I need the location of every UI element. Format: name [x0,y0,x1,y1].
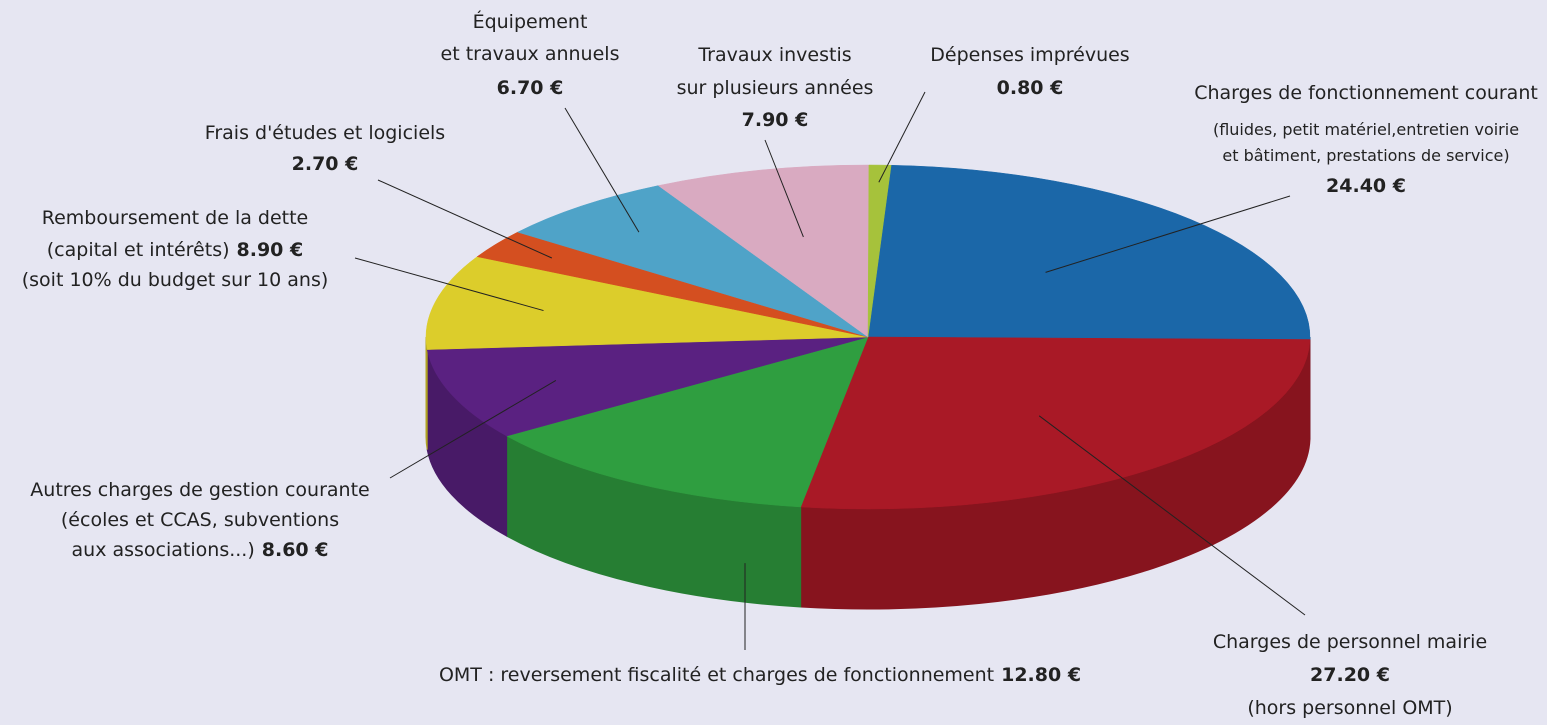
slice-label: Frais d'études et logiciels [205,122,445,144]
slice-label: Équipement [473,10,588,33]
slice [426,336,869,437]
leader-line [389,380,557,479]
slice-label: aux associations...) 8.60 € [72,539,329,561]
value-label: 8.60 € [262,539,329,561]
label-text: et bâtiment, prestations de service) [1222,146,1509,165]
label-text: (soit 10% du budget sur 10 ans) [22,269,329,291]
label-text: (écoles et CCAS, subventions [61,509,339,531]
slice-label: 6.70 € [497,77,564,99]
slice-label: 27.20 € [1310,664,1390,686]
leader-line [564,107,640,233]
leader-line [878,91,926,183]
slice-label: Charges de fonctionnement courant [1194,82,1538,104]
value-label: 6.70 € [497,77,564,99]
slice [800,336,1311,510]
slice-label: Dépenses imprévues [930,44,1129,66]
label-text: Charges de fonctionnement courant [1194,82,1538,104]
value-label: 0.80 € [997,77,1064,99]
slice-side [425,336,428,450]
slice-label: sur plusieurs années [677,77,874,99]
label-text: (fluides, petit matériel,entretien voiri… [1213,120,1519,139]
slice [516,185,869,338]
slice-label: (fluides, petit matériel,entretien voiri… [1213,120,1519,139]
slice-label: 0.80 € [997,77,1064,99]
slice [657,164,870,338]
label-text: Travaux investis [697,44,851,66]
leader-line [354,257,544,312]
value-label: 24.40 € [1326,175,1406,197]
label-text: Autres charges de gestion courante [30,479,369,501]
slice-label: Remboursement de la dette [42,207,309,229]
pie-top [425,164,1311,510]
label-text: Frais d'études et logiciels [205,122,445,144]
slice-label: 7.90 € [742,109,809,131]
label-text: Dépenses imprévues [930,44,1129,66]
label-text: et travaux annuels [441,43,620,65]
slice-label: Charges de personnel mairie [1213,631,1487,653]
label-text: aux associations...) [72,539,255,561]
slice [867,164,892,338]
slice [425,256,869,350]
slice-label: (soit 10% du budget sur 10 ans) [22,269,329,291]
slice-label: Travaux investis [697,44,851,66]
value-label: 2.70 € [292,153,359,175]
slice-label: (hors personnel OMT) [1247,697,1452,719]
label-text: Charges de personnel mairie [1213,631,1487,653]
slice-label: OMT : reversement fiscalité et charges d… [439,664,1081,686]
value-label: 7.90 € [742,109,809,131]
leader-line [764,139,804,238]
label-text: (hors personnel OMT) [1247,697,1452,719]
label-text: Équipement [473,10,588,33]
slice-label: Autres charges de gestion courante [30,479,369,501]
value-label: 12.80 € [1001,664,1081,686]
slice-label: 24.40 € [1326,175,1406,197]
label-text: OMT : reversement fiscalité et charges d… [439,664,994,686]
leader-line [1038,415,1306,616]
slice-label: et bâtiment, prestations de service) [1222,146,1509,165]
slice-label: et travaux annuels [441,43,620,65]
value-label: 8.90 € [237,239,304,261]
leader-line [377,179,553,259]
label-text: (capital et intérêts) [47,239,230,261]
slice-label: 2.70 € [292,153,359,175]
value-label: 27.20 € [1310,664,1390,686]
leader-line [1045,195,1291,273]
slice [505,336,869,508]
slice-label: (écoles et CCAS, subventions [61,509,339,531]
slice [867,164,1311,340]
label-text: sur plusieurs années [677,77,874,99]
slice-label: (capital et intérêts) 8.90 € [47,239,303,261]
label-text: Remboursement de la dette [42,207,309,229]
